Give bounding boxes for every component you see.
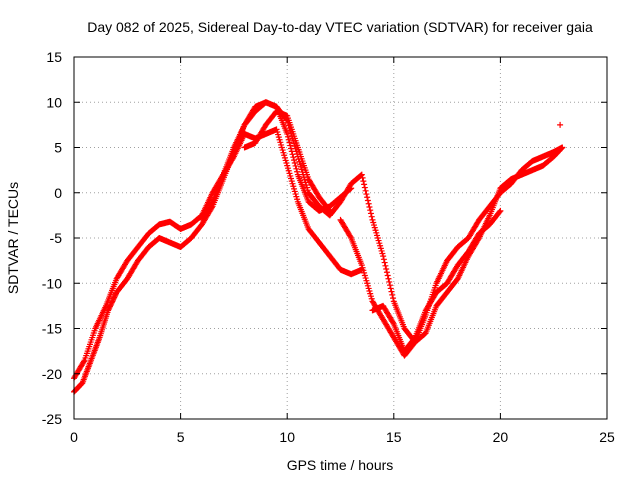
data-point: [293, 165, 300, 172]
data-point: [326, 207, 333, 214]
data-point: [381, 259, 388, 266]
data-point: [285, 136, 292, 143]
data-point: [361, 184, 368, 191]
axis-ticks: 0 5 10 15 20 25 15 10 5 0 -5 -10 -15 -20 -25: [42, 49, 615, 445]
data-layer: [71, 99, 566, 395]
y-tick-label: -15: [42, 321, 62, 337]
data-point: [385, 275, 392, 282]
data-point: [358, 171, 365, 178]
y-tick-label: 0: [54, 185, 62, 201]
y-axis-label: SDTVAR / TECUs: [5, 182, 21, 294]
data-point: [208, 200, 215, 207]
data-point: [383, 266, 390, 273]
x-tick-label: 25: [599, 429, 615, 445]
y-tick-label: 10: [46, 94, 62, 110]
data-point: [386, 282, 393, 289]
data-point: [497, 207, 504, 214]
x-tick-label: 15: [386, 429, 402, 445]
data-point: [390, 319, 397, 326]
data-point: [367, 210, 374, 217]
data-point: [359, 174, 366, 181]
x-tick-label: 0: [70, 429, 78, 445]
y-tick-label: -10: [42, 275, 62, 291]
data-point: [364, 194, 371, 201]
data-point: [390, 295, 397, 302]
data-point: [380, 253, 387, 260]
data-point: [366, 203, 373, 210]
data-point: [360, 178, 367, 185]
x-axis-label: GPS time / hours: [287, 457, 394, 473]
data-point: [496, 208, 503, 215]
data-point: [347, 233, 354, 240]
data-point: [365, 200, 372, 207]
y-tick-label: 5: [54, 140, 62, 156]
x-tick-label: 5: [177, 429, 185, 445]
data-point: [287, 142, 294, 149]
x-tick-label: 20: [493, 429, 509, 445]
data-point: [382, 262, 389, 269]
data-point: [389, 291, 396, 298]
chart-title: Day 082 of 2025, Sidereal Day-to-day VTE…: [87, 19, 593, 35]
y-tick-label: -20: [42, 366, 62, 382]
x-tick-label: 10: [279, 429, 295, 445]
grid: [74, 57, 607, 419]
data-point: [388, 288, 395, 295]
data-point: [383, 269, 390, 276]
data-point: [284, 130, 291, 137]
data-point: [286, 139, 293, 146]
data-point: [294, 168, 301, 175]
data-point: [362, 187, 369, 194]
data-point: [326, 206, 333, 213]
y-tick-label: -25: [42, 411, 62, 427]
data-point: [291, 160, 298, 167]
data-point: [367, 207, 374, 214]
y-tick-label: 15: [46, 49, 62, 65]
data-point: [386, 278, 393, 285]
data-point: [380, 256, 387, 263]
data-point: [292, 162, 299, 169]
data-point: [387, 285, 394, 292]
data-point: [361, 181, 368, 188]
data-point: [363, 191, 370, 198]
data-point: [559, 144, 566, 151]
data-point: [80, 358, 87, 365]
data-point: [290, 154, 297, 161]
data-point: [384, 272, 391, 279]
data-point: [368, 213, 375, 220]
data-point: [364, 197, 371, 204]
data-point: [557, 121, 564, 128]
y-tick-label: -5: [50, 230, 63, 246]
data-point: [284, 133, 291, 140]
data-point: [291, 157, 298, 164]
